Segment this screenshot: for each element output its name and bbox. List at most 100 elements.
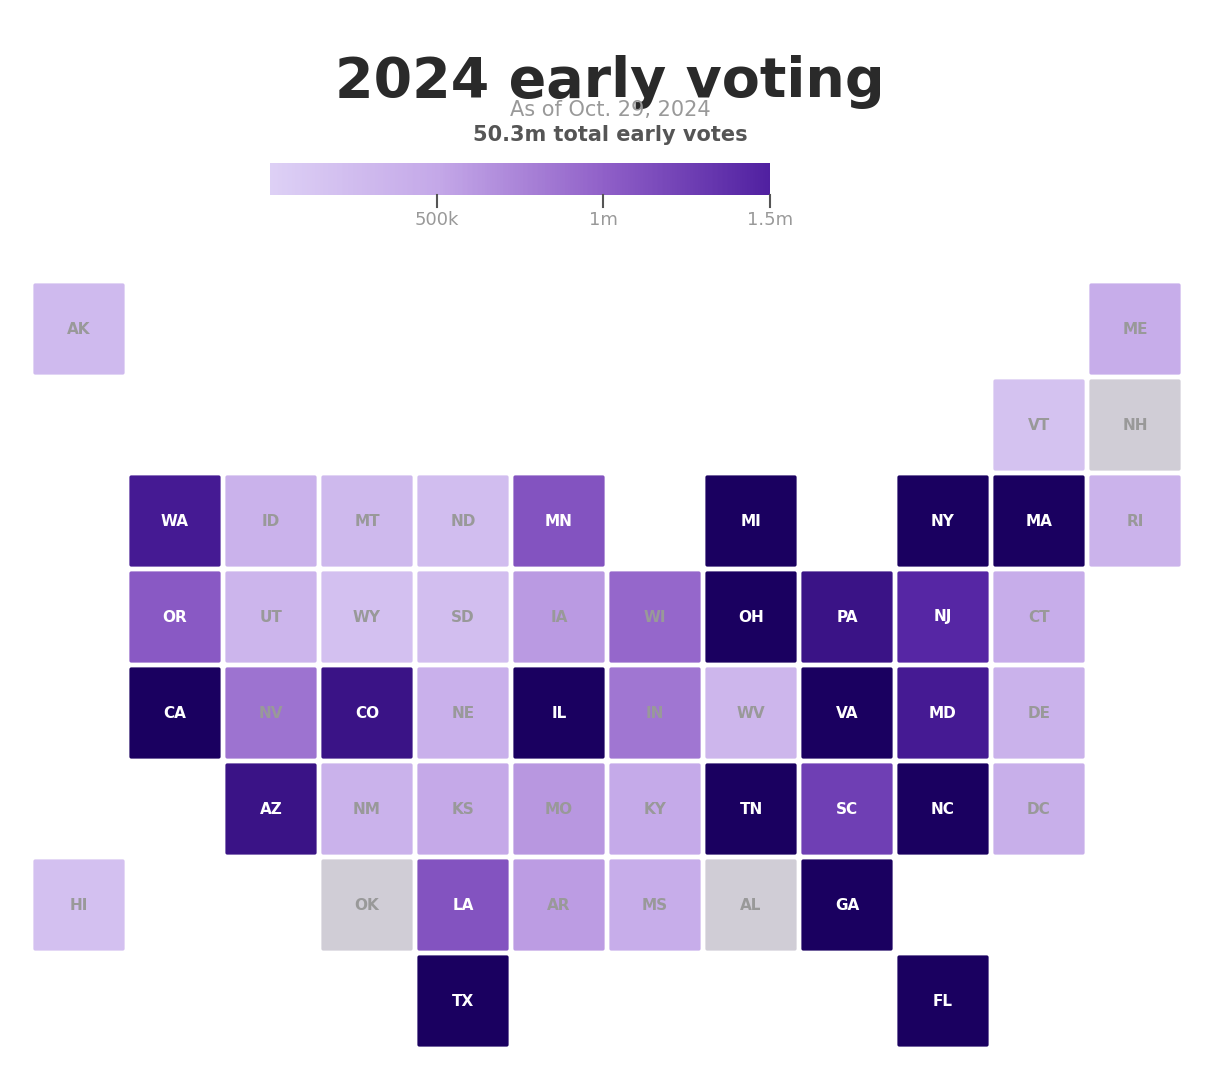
Bar xyxy=(382,163,383,195)
Text: NH: NH xyxy=(1122,417,1148,432)
Bar xyxy=(655,163,656,195)
FancyBboxPatch shape xyxy=(704,666,798,760)
FancyBboxPatch shape xyxy=(704,762,798,856)
FancyBboxPatch shape xyxy=(608,570,701,664)
Text: OR: OR xyxy=(162,609,188,624)
Bar xyxy=(401,163,404,195)
Bar xyxy=(367,163,368,195)
Bar xyxy=(336,163,337,195)
Bar xyxy=(437,163,438,195)
Bar xyxy=(616,163,619,195)
Bar xyxy=(333,163,336,195)
Text: ME: ME xyxy=(1122,321,1148,337)
Bar xyxy=(343,163,345,195)
Bar xyxy=(554,163,555,195)
Bar xyxy=(492,163,493,195)
Bar xyxy=(755,163,756,195)
Bar xyxy=(482,163,483,195)
Text: NJ: NJ xyxy=(933,609,952,624)
Text: TX: TX xyxy=(451,994,475,1009)
Bar xyxy=(447,163,448,195)
Bar xyxy=(522,163,523,195)
Bar xyxy=(355,163,356,195)
Bar xyxy=(593,163,595,195)
Bar xyxy=(719,163,720,195)
Bar xyxy=(529,163,532,195)
Bar xyxy=(555,163,556,195)
Bar xyxy=(582,163,583,195)
Bar xyxy=(586,163,587,195)
Bar xyxy=(433,163,436,195)
Bar xyxy=(456,163,459,195)
Text: MO: MO xyxy=(545,801,573,817)
Bar xyxy=(301,163,304,195)
FancyBboxPatch shape xyxy=(512,570,606,664)
Bar xyxy=(669,163,670,195)
Bar xyxy=(387,163,388,195)
Bar xyxy=(273,163,275,195)
Bar xyxy=(651,163,654,195)
Bar xyxy=(675,163,677,195)
Bar xyxy=(704,163,705,195)
Bar xyxy=(406,163,409,195)
Bar xyxy=(525,163,527,195)
Bar xyxy=(625,163,627,195)
Bar xyxy=(318,163,320,195)
Bar xyxy=(692,163,693,195)
Bar xyxy=(533,163,536,195)
Bar xyxy=(425,163,427,195)
Bar xyxy=(590,163,592,195)
Bar xyxy=(647,163,648,195)
Text: GA: GA xyxy=(834,897,859,912)
Bar xyxy=(542,163,543,195)
Bar xyxy=(638,163,641,195)
Text: WY: WY xyxy=(353,609,381,624)
Bar xyxy=(270,163,272,195)
Bar xyxy=(383,163,386,195)
Bar xyxy=(760,163,761,195)
Bar xyxy=(595,163,597,195)
Bar xyxy=(536,163,537,195)
Bar xyxy=(475,163,477,195)
Bar xyxy=(547,163,548,195)
FancyBboxPatch shape xyxy=(800,858,894,952)
Bar xyxy=(572,163,573,195)
Bar xyxy=(360,163,361,195)
Bar xyxy=(278,163,281,195)
Text: WI: WI xyxy=(644,609,666,624)
Bar xyxy=(306,163,309,195)
FancyBboxPatch shape xyxy=(416,762,510,856)
FancyBboxPatch shape xyxy=(704,570,798,664)
Text: AL: AL xyxy=(741,897,761,912)
FancyBboxPatch shape xyxy=(800,570,894,664)
FancyBboxPatch shape xyxy=(512,858,606,952)
Text: SD: SD xyxy=(451,609,475,624)
Bar xyxy=(451,163,454,195)
FancyBboxPatch shape xyxy=(895,473,989,568)
FancyBboxPatch shape xyxy=(224,570,318,664)
Bar xyxy=(561,163,564,195)
FancyBboxPatch shape xyxy=(416,954,510,1048)
Bar xyxy=(654,163,655,195)
FancyBboxPatch shape xyxy=(128,473,222,568)
Bar xyxy=(660,163,661,195)
Bar xyxy=(684,163,687,195)
Bar xyxy=(695,163,697,195)
Bar xyxy=(645,163,647,195)
FancyBboxPatch shape xyxy=(992,666,1086,760)
Bar xyxy=(528,163,529,195)
Text: SC: SC xyxy=(836,801,858,817)
Bar xyxy=(393,163,395,195)
Bar xyxy=(611,163,614,195)
Bar xyxy=(680,163,682,195)
Bar xyxy=(532,163,533,195)
Bar xyxy=(467,163,468,195)
Bar xyxy=(296,163,299,195)
Bar xyxy=(697,163,698,195)
FancyBboxPatch shape xyxy=(416,666,510,760)
Bar xyxy=(570,163,572,195)
Text: AR: AR xyxy=(548,897,571,912)
Bar xyxy=(723,163,725,195)
Bar xyxy=(537,163,538,195)
Text: ID: ID xyxy=(262,514,281,529)
